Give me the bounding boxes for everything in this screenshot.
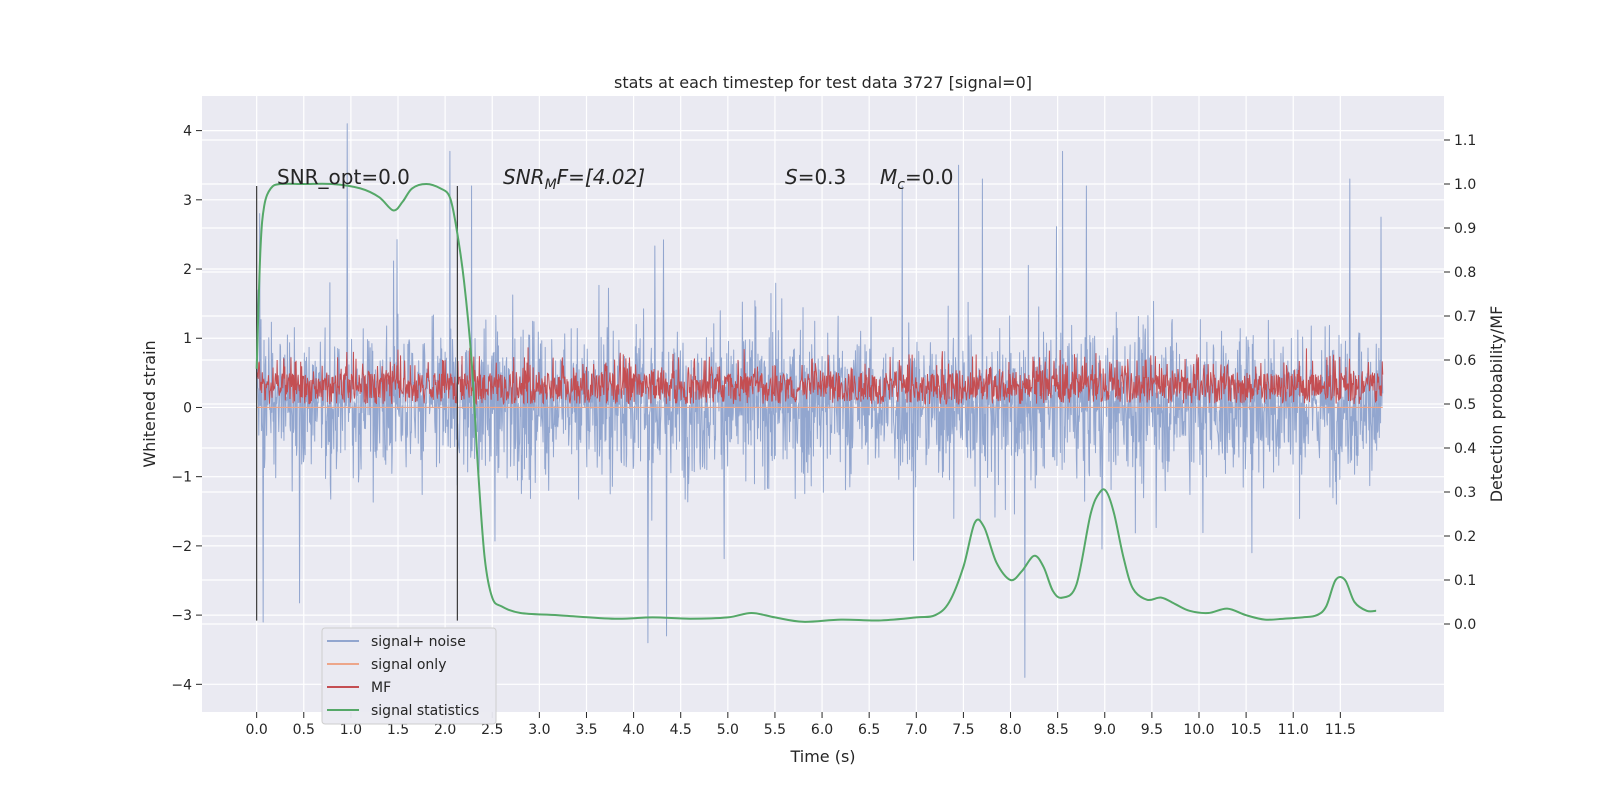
x-tick-label: 5.5 xyxy=(764,722,786,738)
y-tick-label-right: 0.2 xyxy=(1454,529,1476,545)
legend-box xyxy=(321,627,497,725)
y-tick-label-left: 2 xyxy=(183,262,192,278)
x-tick-label: 11.5 xyxy=(1325,722,1356,738)
y-tick-label-left: −1 xyxy=(171,470,192,486)
y-tick-label-left: 4 xyxy=(183,124,192,140)
mc-subscript: c xyxy=(897,177,905,193)
x-tick-label: 5.0 xyxy=(717,722,739,738)
y-tick-label-right: 0.6 xyxy=(1454,353,1476,369)
annotation-s: S=0.3 xyxy=(785,165,846,189)
x-tick-label: 4.0 xyxy=(622,722,644,738)
snr-mf-value: F=[4.02] xyxy=(557,165,645,189)
y-tick-label-right: 1.1 xyxy=(1454,133,1476,149)
y-tick-label-right: 0.1 xyxy=(1454,573,1476,589)
x-tick-label: 7.0 xyxy=(905,722,927,738)
x-tick-label: 3.5 xyxy=(575,722,597,738)
y-axis-label-left: Whitened strain xyxy=(140,340,159,467)
y-tick-label-right: 0.8 xyxy=(1454,265,1476,281)
y-tick-label-right: 0.4 xyxy=(1454,441,1476,457)
x-tick-label: 4.5 xyxy=(670,722,692,738)
y-tick-label-left: 0 xyxy=(183,400,192,416)
axis-layer: 0.0 0.5 1.0 1.5 2.0 2.5 3.0 3.5 4.0 4.5 5.0 5.5 6.0 6… xyxy=(171,124,1476,738)
legend-label-signal-only: signal only xyxy=(371,657,446,673)
legend-label-signal-noise: signal+ noise xyxy=(371,634,466,650)
x-tick-label: 9.0 xyxy=(1094,722,1116,738)
y-tick-label-right: 0.3 xyxy=(1454,485,1476,501)
x-tick-label: 7.5 xyxy=(952,722,974,738)
x-tick-label: 3.0 xyxy=(528,722,550,738)
y-tick-label-right: 0.0 xyxy=(1454,617,1476,633)
x-tick-label: 6.5 xyxy=(858,722,880,738)
y-tick-label-left: −3 xyxy=(171,608,192,624)
mc-symbol: M xyxy=(880,165,897,189)
x-tick-label: 2.0 xyxy=(434,722,456,738)
x-tick-label: 10.0 xyxy=(1183,722,1214,738)
annotation-snr-mf: SNRMF=[4.02] xyxy=(503,165,645,193)
chart-title: stats at each timestep for test data 372… xyxy=(614,73,1032,92)
x-tick-label: 10.5 xyxy=(1231,722,1262,738)
x-tick-label: 9.5 xyxy=(1141,722,1163,738)
grid-layer xyxy=(202,96,1444,712)
x-axis-label: Time (s) xyxy=(789,747,855,766)
legend-label-mf: MF xyxy=(371,680,391,696)
y-tick-label-right: 0.9 xyxy=(1454,221,1476,237)
x-tick-label: 1.5 xyxy=(387,722,409,738)
annotation-snr-opt: SNR_opt=0.0 xyxy=(277,165,410,189)
snr-mf-subscript: M xyxy=(545,177,557,193)
y-tick-label-right: 1.0 xyxy=(1454,177,1476,193)
snr-mf-symbol: SNR xyxy=(503,165,545,189)
x-tick-label: 0.0 xyxy=(246,722,268,738)
series-signal-statistics xyxy=(255,182,1377,623)
mc-value: =0.0 xyxy=(905,165,954,189)
y-tick-label-right: 0.7 xyxy=(1454,309,1476,325)
x-tick-label: 2.5 xyxy=(481,722,503,738)
s-symbol: S xyxy=(785,165,798,189)
y-tick-label-left: −4 xyxy=(171,677,192,693)
x-tick-label: 8.0 xyxy=(999,722,1021,738)
y-tick-label-left: 3 xyxy=(183,193,192,209)
s-value: =0.3 xyxy=(798,165,847,189)
x-tick-label: 8.5 xyxy=(1047,722,1069,738)
legend-label-signal-statistics: signal statistics xyxy=(371,703,479,719)
series-layer xyxy=(255,123,1384,678)
y-tick-label-right: 0.5 xyxy=(1454,397,1476,413)
x-tick-label: 6.0 xyxy=(811,722,833,738)
series-mf xyxy=(256,347,1384,406)
y-axis-label-right: Detection probability/MF xyxy=(1487,306,1506,503)
annotation-mc: Mc=0.0 xyxy=(880,165,954,193)
y-tick-label-left: 1 xyxy=(183,331,192,347)
x-tick-label: 1.0 xyxy=(340,722,362,738)
x-tick-label: 11.0 xyxy=(1278,722,1309,738)
legend: signal+ noise signal only MF signal stat… xyxy=(321,627,497,725)
x-tick-label: 0.5 xyxy=(293,722,315,738)
y-tick-label-left: −2 xyxy=(171,539,192,555)
